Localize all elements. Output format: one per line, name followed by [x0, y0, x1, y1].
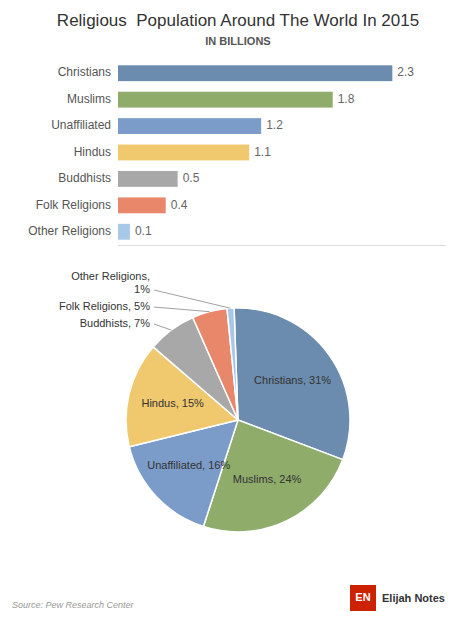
logo-text: EN: [355, 591, 370, 603]
slice-labels: Christians, 31% Muslims, 24%Unaffiliated,…: [59, 270, 331, 486]
slice-label: Unaffiliated, 16%: [147, 459, 230, 471]
background: [0, 0, 476, 621]
x-axis-line: [118, 245, 446, 246]
data-label: 1.1: [254, 145, 271, 159]
bar: [118, 171, 178, 187]
bars: [118, 65, 392, 239]
branding: Elijah Notes: [382, 592, 445, 604]
chart-canvas: Religious Population Around The World In…: [0, 0, 476, 621]
data-label: 0.5: [183, 171, 200, 185]
bar: [118, 224, 130, 240]
label-line: Christians, 31%: [254, 374, 331, 386]
data-label: 0.1: [135, 224, 152, 238]
category-label: Folk Religions: [36, 198, 111, 212]
category-label: Hindus: [74, 145, 111, 159]
slices: [126, 308, 350, 532]
slice: [227, 308, 238, 420]
category-label: Other Religions: [28, 224, 111, 238]
label-line: Muslims, 24%: [233, 473, 302, 485]
label-line: Buddhists, 7%: [80, 317, 151, 329]
label-line: Unaffiliated, 16%: [147, 459, 230, 471]
label-line: Hindus, 15%: [141, 397, 204, 409]
pie-chart: Christians, 31% Muslims, 24%Unaffiliated,…: [12, 270, 445, 611]
category-label: Christians: [58, 65, 111, 79]
leader-line: [154, 290, 231, 308]
data-label: 2.3: [397, 65, 414, 79]
leader-line: [154, 307, 210, 312]
logo: [350, 585, 376, 611]
bar-chart: Religious Population Around The World In…: [28, 11, 446, 246]
category-label: Buddhists: [58, 171, 111, 185]
category-label: Unaffiliated: [51, 118, 111, 132]
bar: [118, 65, 392, 81]
slice-label: Hindus, 15%: [141, 397, 204, 409]
label-line: 1%: [134, 283, 150, 295]
slice-label: Folk Religions, 5%: [59, 300, 150, 312]
slice-label: Buddhists, 7%: [80, 317, 151, 329]
slice-label: Christians, 31%: [254, 374, 331, 386]
data-label: 0.4: [171, 198, 188, 212]
leader-line: [154, 324, 171, 330]
slice-label: Muslims, 24%: [233, 473, 302, 485]
bar: [118, 145, 249, 161]
label-line: Other Religions,: [71, 270, 150, 282]
slice-label: Other Religions,1%: [71, 270, 150, 295]
data-label: 1.2: [266, 118, 283, 132]
bar: [118, 118, 261, 134]
category-label: Muslims: [67, 92, 111, 106]
source: Source: Pew Research Center: [12, 600, 135, 610]
subtitle: IN BILLIONS: [205, 35, 270, 47]
data-label: 1.8: [338, 92, 355, 106]
label-line: Folk Religions, 5%: [59, 300, 150, 312]
bar: [118, 92, 333, 108]
bar: [118, 197, 166, 213]
footer: Source: Pew Research Center EN Elijah Note…: [12, 585, 445, 611]
title: Religious Population Around The World In…: [57, 11, 419, 30]
